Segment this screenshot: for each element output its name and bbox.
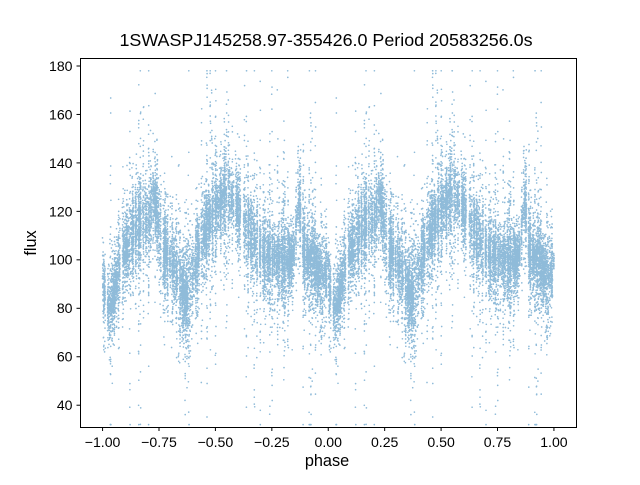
svg-text:100: 100 — [49, 252, 73, 268]
svg-text:120: 120 — [49, 203, 73, 219]
svg-text:0.25: 0.25 — [371, 434, 399, 450]
svg-text:80: 80 — [57, 300, 73, 316]
svg-text:60: 60 — [57, 349, 73, 365]
svg-text:180: 180 — [49, 58, 73, 74]
svg-text:40: 40 — [57, 397, 73, 413]
svg-text:1.00: 1.00 — [540, 434, 568, 450]
svg-text:0.75: 0.75 — [484, 434, 512, 450]
svg-text:−0.50: −0.50 — [198, 434, 234, 450]
svg-text:−0.25: −0.25 — [254, 434, 290, 450]
svg-text:0.00: 0.00 — [315, 434, 343, 450]
svg-text:−0.75: −0.75 — [141, 434, 177, 450]
svg-text:160: 160 — [49, 106, 73, 122]
svg-text:−1.00: −1.00 — [85, 434, 121, 450]
svg-text:140: 140 — [49, 155, 73, 171]
svg-text:0.50: 0.50 — [427, 434, 455, 450]
